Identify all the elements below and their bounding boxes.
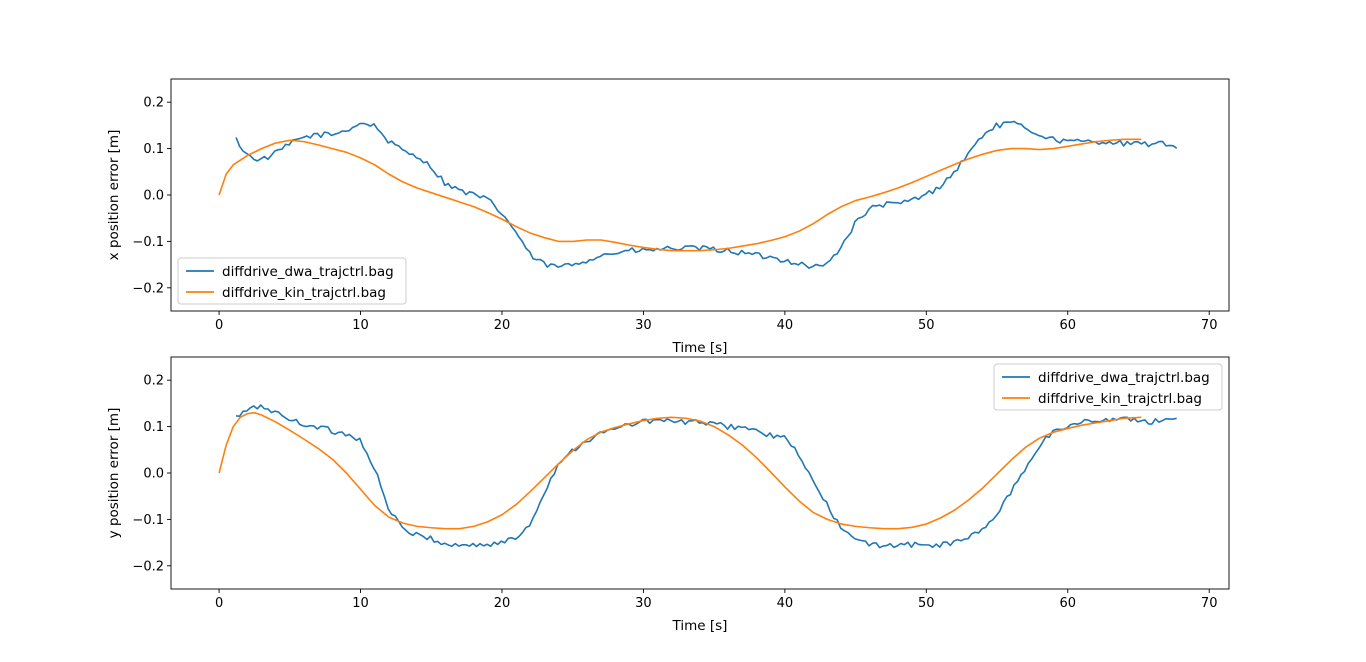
y-tick-label: −0.1: [132, 513, 164, 528]
legend: diffdrive_dwa_trajctrl.bag diffdrive_kin_…: [177, 257, 407, 305]
y-tick-label: −0.2: [132, 559, 164, 574]
y-tick-label: −0.1: [132, 235, 164, 250]
legend-label: diffdrive_dwa_trajctrl.bag: [222, 264, 394, 280]
series-line-kin: [218, 411, 1142, 530]
subplot-x-position-error: 0 10 20 30 40 50 60 70 −0.2 −0.1 0.0 0.1 0.2 Time [s]…: [106, 78, 1230, 356]
legend-box: [993, 363, 1223, 411]
y-tick-label: 0.0: [143, 467, 164, 482]
legend-label: diffdrive_dwa_trajctrl.bag: [1038, 370, 1210, 386]
y-tick-label: 0.1: [143, 142, 164, 157]
x-axis-label: Time [s]: [672, 340, 728, 356]
series-line-kin: [218, 138, 1142, 252]
y-tick-label: 0.2: [143, 96, 164, 111]
x-tick-label: 0: [215, 318, 223, 333]
y-tick-label: 0.0: [143, 189, 164, 204]
x-tick-label: 0: [215, 596, 223, 611]
x-tick-label: 20: [494, 318, 511, 333]
x-tick-label: 20: [494, 596, 511, 611]
y-tick-label: 0.2: [143, 374, 164, 389]
x-tick-label: 30: [635, 596, 652, 611]
y-tick-label: 0.1: [143, 420, 164, 435]
y-axis-label: y position error [m]: [106, 408, 122, 539]
y-axis-label: x position error [m]: [106, 130, 122, 261]
legend-box: [177, 257, 407, 305]
x-tick-label: 70: [1201, 318, 1218, 333]
legend-label: diffdrive_kin_trajctrl.bag: [1038, 391, 1202, 407]
x-tick-label: 30: [635, 318, 652, 333]
legend-label: diffdrive_kin_trajctrl.bag: [222, 285, 386, 301]
x-tick-label: 40: [777, 318, 794, 333]
x-tick-label: 10: [352, 596, 369, 611]
series-line-dwa: [235, 120, 1178, 269]
subplot-y-position-error: 0 10 20 30 40 50 60 70 −0.2 −0.1 0.0 0.1 0.2 Time [s]…: [106, 356, 1230, 634]
legend: diffdrive_dwa_trajctrl.bag diffdrive_kin_…: [993, 363, 1223, 411]
x-tick-label: 70: [1201, 596, 1218, 611]
x-tick-label: 50: [918, 596, 935, 611]
x-tick-label: 60: [1059, 596, 1076, 611]
x-tick-label: 50: [918, 318, 935, 333]
x-tick-label: 60: [1059, 318, 1076, 333]
y-tick-label: −0.2: [132, 281, 164, 296]
series-line-dwa: [235, 404, 1177, 549]
x-tick-label: 10: [352, 318, 369, 333]
x-tick-label: 40: [777, 596, 794, 611]
x-axis-label: Time [s]: [672, 618, 728, 634]
